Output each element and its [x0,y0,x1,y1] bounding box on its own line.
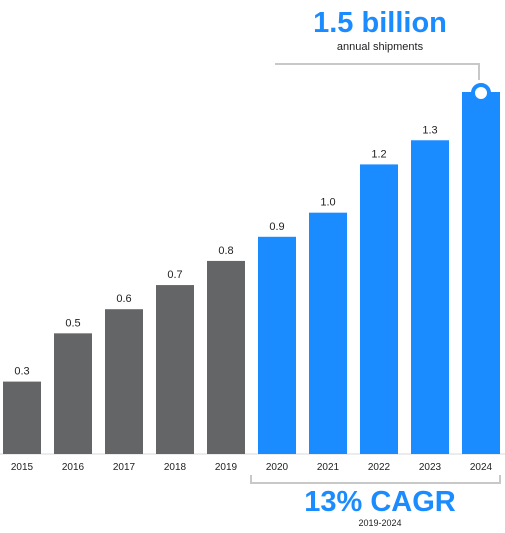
x-tick-2020: 2020 [266,462,289,473]
bar-2024 [462,92,500,454]
data-labels-layer: 0.3 0.5 0.6 0.7 0.8 0.9 1.0 1.2 1.3 [14,124,437,377]
x-tick-labels-layer: 2015 2016 2017 2018 2019 2020 2021 2022 2023 2024 [11,462,493,473]
data-label-2021: 1.0 [320,197,335,209]
cagr-headline: 13% CAGR [304,486,456,518]
data-label-2018: 0.7 [167,269,182,281]
peak-marker [471,83,491,103]
bars-layer [3,92,500,454]
bar-2020 [258,236,296,454]
data-label-2020: 0.9 [269,221,284,233]
bar-2021 [309,212,347,454]
data-label-2017: 0.6 [116,293,131,305]
x-tick-2023: 2023 [419,462,442,473]
x-tick-2015: 2015 [11,462,34,473]
data-label-2015: 0.3 [14,366,29,378]
bar-2022 [360,164,398,454]
x-tick-2022: 2022 [368,462,391,473]
top-bracket [275,63,480,80]
data-label-2016: 0.5 [65,317,80,329]
bar-2017 [105,309,143,454]
bar-2015 [3,381,41,454]
total-shipments-subline: annual shipments [336,41,424,53]
bottom-bracket [250,475,501,484]
bar-2016 [54,333,92,454]
x-tick-2024: 2024 [470,462,493,473]
data-label-2023: 1.3 [422,124,437,136]
x-tick-2018: 2018 [164,462,187,473]
bar-2018 [156,285,194,454]
data-label-2019: 0.8 [218,245,233,257]
x-tick-2017: 2017 [113,462,136,473]
data-label-2022: 1.2 [371,148,386,160]
x-tick-2019: 2019 [215,462,238,473]
bar-2019 [207,260,245,454]
total-shipments-headline: 1.5 billion [313,7,447,39]
cagr-period: 2019-2024 [358,518,402,528]
bar-2023 [411,140,449,454]
x-tick-2016: 2016 [62,462,85,473]
x-tick-2021: 2021 [317,462,340,473]
